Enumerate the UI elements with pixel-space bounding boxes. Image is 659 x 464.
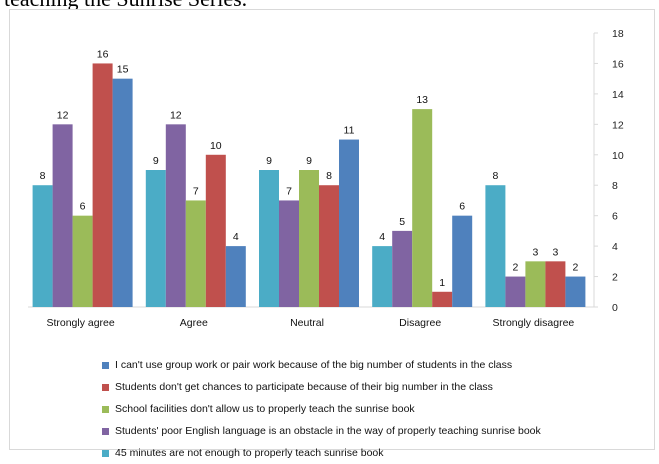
legend-item: Students' poor English language is an ob… <box>102 420 541 442</box>
bar-value-label: 8 <box>492 170 498 182</box>
y-tick-label: 16 <box>612 58 624 70</box>
bar <box>372 246 393 307</box>
legend-item: School facilities don't allow us to prop… <box>102 398 541 420</box>
bar <box>319 185 339 307</box>
bar <box>392 230 413 307</box>
bar-value-label: 4 <box>379 231 385 243</box>
bar-value-label: 2 <box>572 262 578 274</box>
bar <box>165 124 186 307</box>
bar-value-label: 8 <box>326 170 332 182</box>
y-tick-label: 8 <box>612 180 618 192</box>
legend-label: I can't use group work or pair work beca… <box>115 359 513 371</box>
category-label: Agree <box>180 317 208 329</box>
bar <box>412 109 433 307</box>
legend-label: 45 minutes are not enough to properly te… <box>115 447 384 459</box>
bar <box>72 215 93 307</box>
y-tick-label: 14 <box>612 89 624 101</box>
bar <box>112 78 133 308</box>
bar-value-label: 13 <box>416 94 428 106</box>
y-tick-label: 10 <box>612 150 624 162</box>
legend-swatch <box>102 427 109 435</box>
bar <box>145 170 166 307</box>
bar-value-label: 11 <box>344 125 355 137</box>
bar <box>565 276 586 307</box>
category-label: Strongly disagree <box>493 317 575 329</box>
y-tick-label: 12 <box>612 119 624 131</box>
bar <box>279 200 299 307</box>
bar <box>185 200 206 307</box>
y-tick-label: 2 <box>612 272 618 284</box>
y-tick-label: 18 <box>612 28 624 40</box>
bar-value-label: 9 <box>266 155 272 167</box>
bar <box>225 246 246 307</box>
bar <box>32 185 53 307</box>
category-label: Neutral <box>290 317 324 329</box>
bar-value-label: 2 <box>512 262 518 274</box>
bar <box>545 261 566 307</box>
bar-value-label: 12 <box>57 109 69 121</box>
category-label: Strongly agree <box>46 317 114 329</box>
legend-label: School facilities don't allow us to prop… <box>115 403 415 415</box>
bar-value-label: 15 <box>117 64 129 76</box>
bar <box>432 291 453 307</box>
legend-swatch <box>102 449 109 457</box>
bar-value-label: 10 <box>210 140 222 152</box>
bar-value-label: 16 <box>97 48 109 60</box>
y-tick-label: 4 <box>612 241 618 253</box>
bar-value-label: 3 <box>552 246 558 258</box>
legend-swatch <box>102 405 109 413</box>
legend-item: Students don't get chances to participat… <box>102 376 541 398</box>
bar-value-label: 7 <box>193 185 199 197</box>
chart-frame: 0 2 4 6 8 10 12 14 16 18 8 12 6 16 15 Strongly agree 9 12… <box>9 9 655 459</box>
bar <box>259 170 279 307</box>
bar-value-label: 6 <box>80 201 86 213</box>
legend-label: Students' poor English language is an ob… <box>115 425 541 437</box>
bar-value-label: 7 <box>286 185 292 197</box>
y-tick-label: 0 <box>612 302 618 314</box>
bar <box>52 124 73 307</box>
legend-swatch <box>102 361 109 369</box>
legend-label: Students don't get chances to participat… <box>115 381 493 393</box>
bar <box>92 63 113 307</box>
bar-value-label: 9 <box>153 155 159 167</box>
bar <box>485 185 506 307</box>
bar-value-label: 9 <box>306 155 312 167</box>
bar-value-label: 12 <box>170 109 182 121</box>
legend: I can't use group work or pair work beca… <box>102 354 541 464</box>
bar-value-label: 6 <box>459 201 465 213</box>
bar <box>205 154 226 307</box>
bar-value-label: 1 <box>439 277 445 289</box>
legend-item: 45 minutes are not enough to properly te… <box>102 442 541 464</box>
bar <box>525 261 546 307</box>
bar-value-label: 3 <box>532 246 538 258</box>
caption-fragment: teaching the Sunrise Series. <box>4 0 247 12</box>
bar-value-label: 4 <box>233 231 239 243</box>
category-label: Disagree <box>399 317 441 329</box>
bar <box>452 215 473 307</box>
bar-value-label: 5 <box>399 216 405 228</box>
bar-value-label: 8 <box>40 170 46 182</box>
bar <box>339 139 359 307</box>
legend-swatch <box>102 383 109 391</box>
bar <box>505 276 526 307</box>
legend-item: I can't use group work or pair work beca… <box>102 354 541 376</box>
bar <box>299 170 319 307</box>
y-tick-label: 6 <box>612 211 618 223</box>
